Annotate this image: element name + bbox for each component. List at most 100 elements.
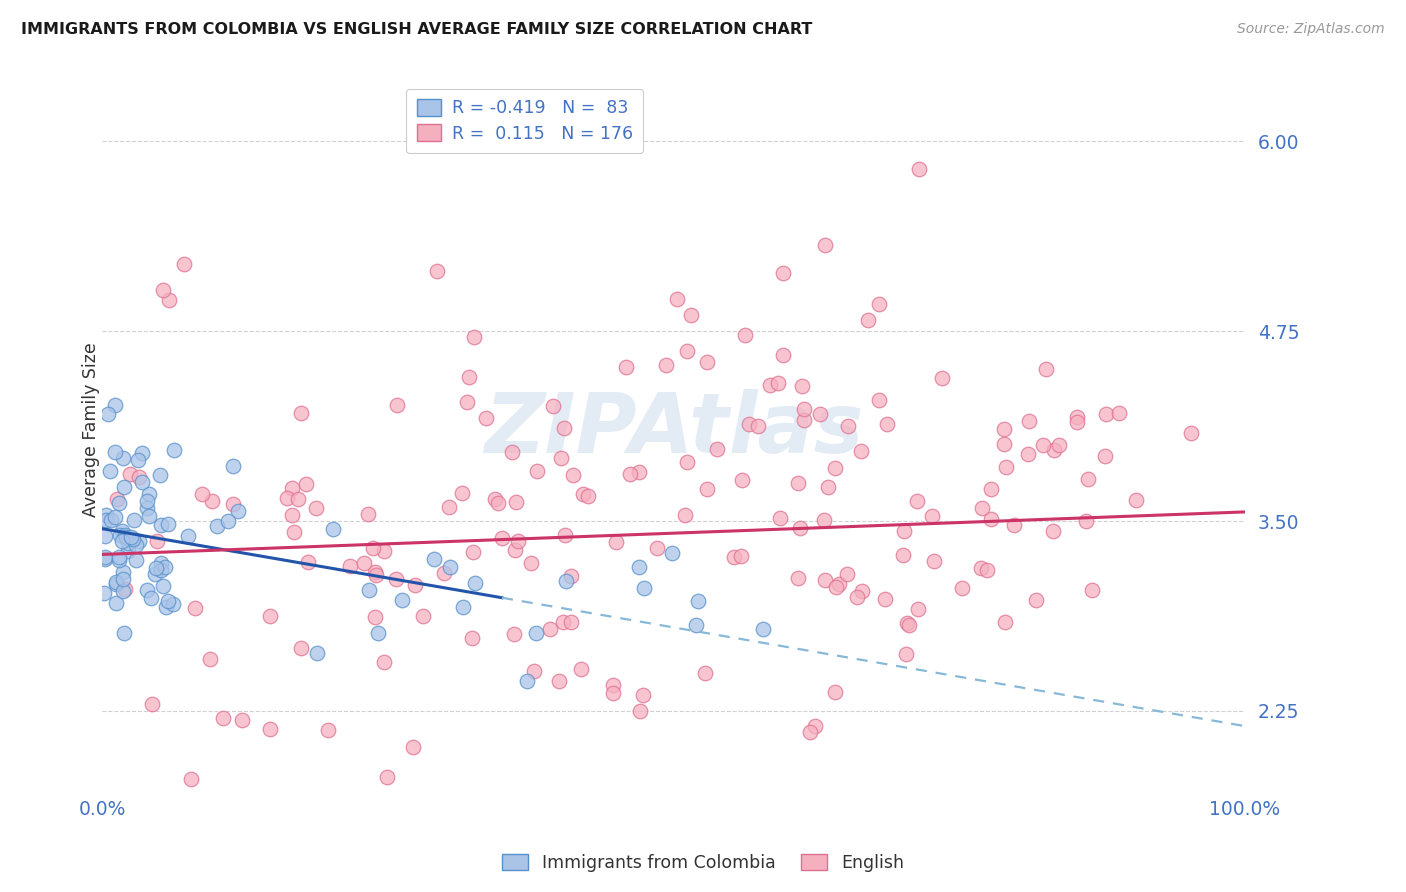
- Point: [474, 410, 496, 425]
- Point: [339, 559, 361, 574]
- Point: [433, 566, 456, 580]
- Point: [560, 569, 582, 583]
- Point: [412, 608, 434, 623]
- Point: [1125, 492, 1147, 507]
- Point: [385, 572, 408, 586]
- Point: [363, 541, 385, 555]
- Point: [810, 407, 832, 421]
- Point: [364, 566, 387, 580]
- Point: [627, 560, 650, 574]
- Point: [772, 266, 794, 280]
- Point: [602, 678, 624, 692]
- Point: [453, 599, 475, 614]
- Point: [980, 482, 1002, 496]
- Point: [364, 610, 387, 624]
- Point: [127, 453, 149, 467]
- Point: [628, 704, 651, 718]
- Point: [1025, 592, 1047, 607]
- Text: IMMIGRANTS FROM COLOMBIA VS ENGLISH AVERAGE FAMILY SIZE CORRELATION CHART: IMMIGRANTS FROM COLOMBIA VS ENGLISH AVER…: [21, 22, 813, 37]
- Point: [94, 513, 117, 527]
- Point: [675, 344, 697, 359]
- Point: [117, 536, 139, 550]
- Point: [789, 521, 811, 535]
- Point: [259, 608, 281, 623]
- Point: [176, 529, 198, 543]
- Point: [125, 553, 148, 567]
- Point: [297, 555, 319, 569]
- Point: [307, 646, 329, 660]
- Point: [799, 725, 821, 739]
- Point: [259, 722, 281, 736]
- Point: [876, 417, 898, 431]
- Point: [112, 480, 135, 494]
- Point: [520, 556, 543, 570]
- Point: [439, 560, 461, 574]
- Point: [696, 354, 718, 368]
- Legend: Immigrants from Colombia, English: Immigrants from Colombia, English: [495, 847, 911, 879]
- Point: [619, 467, 641, 481]
- Point: [163, 443, 186, 458]
- Point: [907, 494, 929, 508]
- Point: [1080, 582, 1102, 597]
- Point: [135, 501, 157, 516]
- Point: [402, 740, 425, 755]
- Point: [112, 626, 135, 640]
- Point: [353, 556, 375, 570]
- Point: [824, 684, 846, 698]
- Point: [111, 524, 134, 539]
- Point: [550, 450, 572, 465]
- Point: [367, 625, 389, 640]
- Point: [772, 348, 794, 362]
- Point: [873, 592, 896, 607]
- Point: [373, 543, 395, 558]
- Point: [547, 674, 569, 689]
- Point: [824, 461, 846, 475]
- Point: [1035, 362, 1057, 376]
- Point: [93, 529, 115, 543]
- Point: [503, 543, 526, 558]
- Point: [661, 546, 683, 560]
- Point: [813, 513, 835, 527]
- Point: [645, 541, 668, 555]
- Point: [723, 550, 745, 565]
- Point: [541, 399, 564, 413]
- Point: [696, 482, 718, 496]
- Point: [437, 500, 460, 514]
- Point: [538, 622, 561, 636]
- Point: [856, 313, 879, 327]
- Point: [94, 508, 117, 523]
- Point: [526, 463, 548, 477]
- Point: [115, 530, 138, 544]
- Point: [786, 475, 808, 490]
- Point: [295, 476, 318, 491]
- Point: [1043, 443, 1066, 458]
- Point: [385, 398, 408, 412]
- Point: [404, 577, 426, 591]
- Point: [562, 467, 585, 482]
- Point: [205, 518, 228, 533]
- Point: [128, 534, 150, 549]
- Point: [108, 527, 131, 541]
- Point: [287, 491, 309, 506]
- Point: [276, 491, 298, 505]
- Point: [98, 464, 121, 478]
- Point: [828, 577, 851, 591]
- Point: [614, 360, 637, 375]
- Y-axis label: Average Family Size: Average Family Size: [82, 343, 100, 517]
- Point: [131, 446, 153, 460]
- Point: [149, 556, 172, 570]
- Point: [1094, 450, 1116, 464]
- Point: [357, 507, 380, 521]
- Point: [633, 582, 655, 596]
- Point: [111, 572, 134, 586]
- Point: [907, 602, 929, 616]
- Point: [681, 308, 703, 322]
- Point: [283, 525, 305, 540]
- Point: [222, 459, 245, 474]
- Point: [505, 495, 527, 509]
- Point: [146, 534, 169, 549]
- Point: [173, 257, 195, 271]
- Point: [747, 419, 769, 434]
- Point: [150, 518, 173, 533]
- Point: [868, 393, 890, 408]
